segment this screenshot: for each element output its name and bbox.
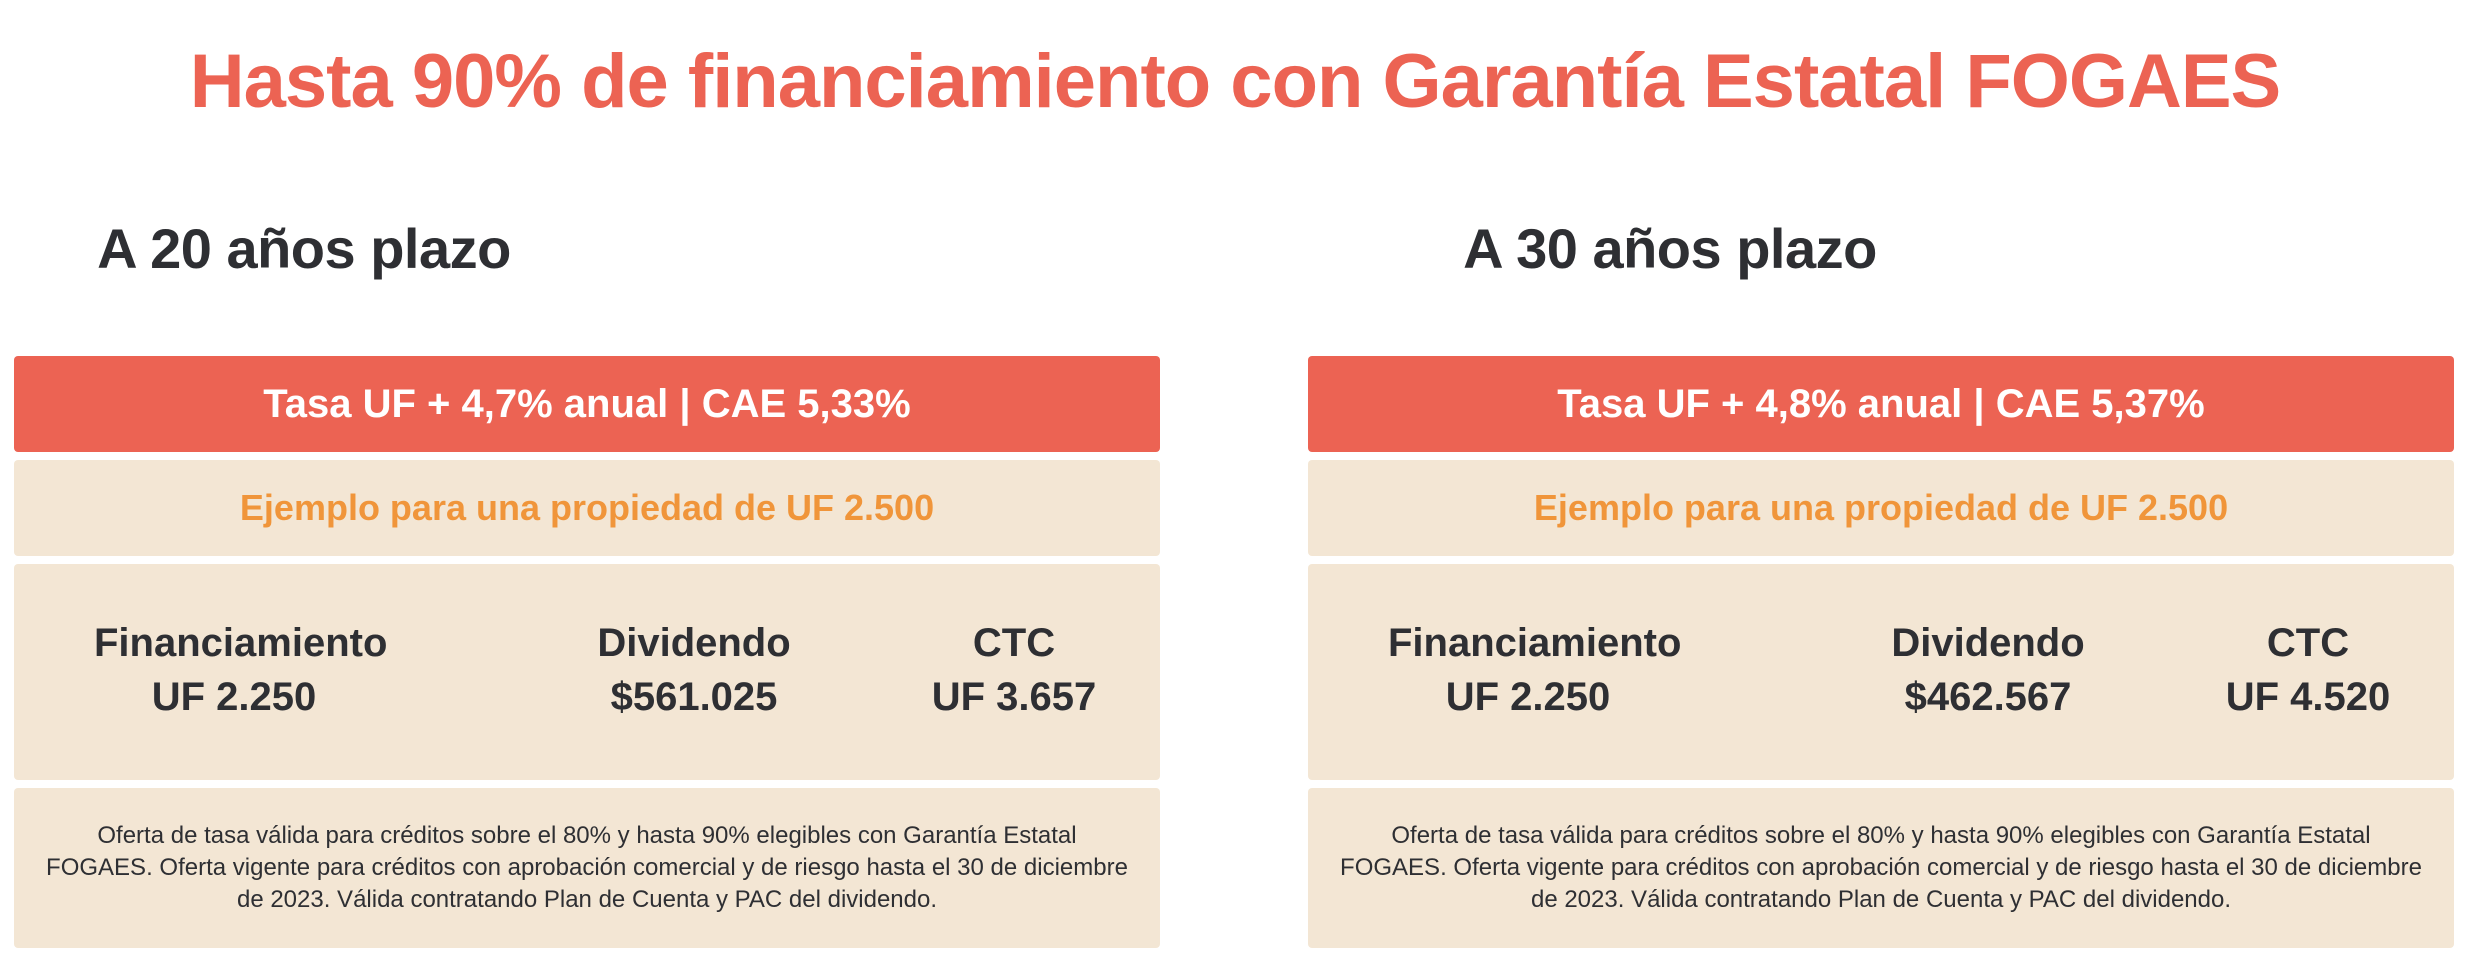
- page-title: Hasta 90% de financiamiento con Garantía…: [189, 39, 2282, 124]
- ctc-label: CTC: [2266, 621, 2350, 665]
- financiamiento-stat: Financiamiento UF 2.250: [1388, 616, 1682, 724]
- disclaimer-text: Oferta de tasa válida para créditos sobr…: [1340, 822, 2422, 913]
- rate-banner: Tasa UF + 4,7% anual | CAE 5,33%: [14, 356, 1160, 452]
- disclaimer-panel: Oferta de tasa válida para créditos sobr…: [1308, 788, 2454, 948]
- dividendo-label: Dividendo: [1891, 621, 2085, 665]
- dividendo-value: $462.567: [1904, 675, 2072, 719]
- example-label: Ejemplo para una propiedad de UF 2.500: [1308, 460, 2454, 556]
- rate-banner: Tasa UF + 4,8% anual | CAE 5,37%: [1308, 356, 2454, 452]
- financiamiento-value: UF 2.250: [1445, 675, 1611, 719]
- term-heading: A 20 años plazo: [97, 217, 511, 281]
- stats-panel: Financiamiento UF 2.250 Dividendo $462.5…: [1308, 564, 2454, 780]
- ctc-stat: CTC UF 4.520: [2208, 616, 2408, 724]
- ctc-value: UF 3.657: [931, 675, 1097, 719]
- disclaimer-panel: Oferta de tasa válida para créditos sobr…: [14, 788, 1160, 948]
- dividendo-stat: Dividendo $462.567: [1858, 616, 2118, 724]
- disclaimer-text: Oferta de tasa válida para créditos sobr…: [46, 822, 1128, 913]
- example-label: Ejemplo para una propiedad de UF 2.500: [14, 460, 1160, 556]
- ctc-stat: CTC UF 3.657: [914, 616, 1114, 724]
- dividendo-stat: Dividendo $561.025: [564, 616, 824, 724]
- financiamiento-label: Financiamiento: [1388, 621, 1682, 665]
- ctc-value: UF 4.520: [2225, 675, 2391, 719]
- financiamiento-stat: Financiamiento UF 2.250: [94, 616, 388, 724]
- term-heading: A 30 años plazo: [1463, 217, 1877, 281]
- stats-panel: Financiamiento UF 2.250 Dividendo $561.0…: [14, 564, 1160, 780]
- financiamiento-value: UF 2.250: [151, 675, 317, 719]
- dividendo-label: Dividendo: [597, 621, 791, 665]
- ctc-label: CTC: [972, 621, 1056, 665]
- dividendo-value: $561.025: [610, 675, 778, 719]
- financiamiento-label: Financiamiento: [94, 621, 388, 665]
